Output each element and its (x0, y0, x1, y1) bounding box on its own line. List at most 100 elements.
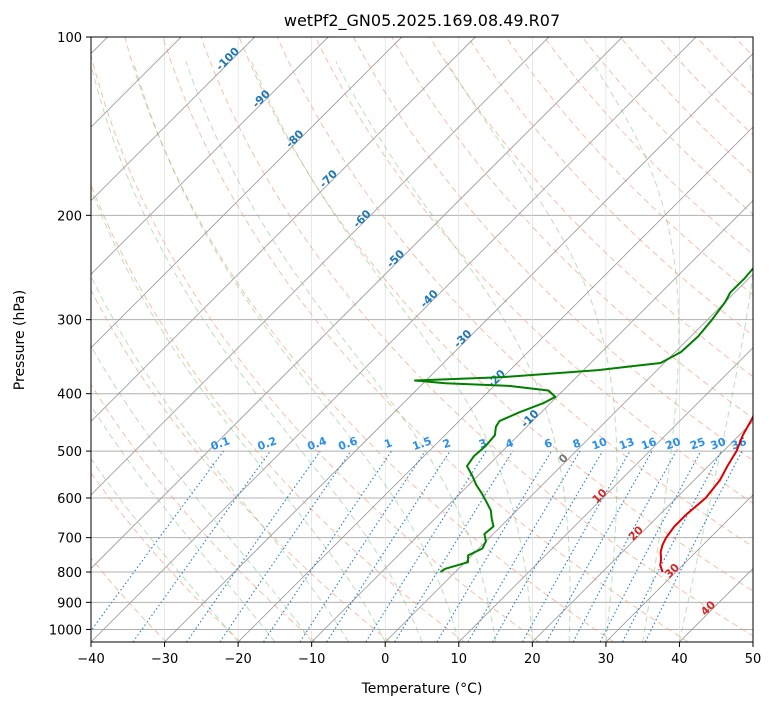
dry-adiabat-line (620, 37, 753, 176)
x-tick-label: −30 (151, 652, 178, 667)
y-tick-label: 100 (57, 31, 82, 46)
isotherm-line (91, 37, 255, 202)
isotherm-label: -40 (418, 287, 441, 310)
x-axis: −40 −30 −20 −10 0 10 20 30 40 50 (77, 642, 761, 667)
isotherm-labels: 0.1 0.2 0.4 0.6 1 1.5 2 3 4 6 8 10 13 16 20 25 30 36-100-… (209, 44, 749, 618)
isotherm-line (237, 126, 753, 642)
temperature-line (659, 413, 753, 573)
dry-adiabat-line (543, 37, 753, 255)
mixing-ratio-line (299, 450, 426, 642)
moist-adiabat-line (185, 61, 497, 642)
mixing-ratio-line (492, 450, 604, 642)
isotherm-label: -80 (283, 127, 306, 150)
moist-adiabat-line (335, 61, 571, 642)
isotherm-line (164, 52, 753, 642)
y-axis: 100 200 300 400 500 600 700 800 900 1000 (49, 31, 91, 638)
dry-adiabat-line (734, 37, 753, 57)
mixing-ratio-line (91, 450, 224, 632)
moist-adiabat-line (91, 345, 313, 642)
dry-adiabat-line (467, 37, 753, 337)
moist-adiabat-line (251, 61, 533, 642)
y-tick-label: 900 (57, 596, 82, 611)
dry-adiabat-line (238, 37, 753, 592)
x-tick-label: −10 (298, 652, 325, 667)
mixing-ratio-line (186, 450, 321, 642)
moist-adiabat-line (678, 61, 753, 642)
isotherm-line (91, 37, 329, 275)
y-tick-label: 1000 (49, 623, 82, 638)
series-group (414, 266, 753, 573)
mixing-ratio-label: 2 (441, 436, 453, 451)
y-tick-label: 800 (57, 566, 82, 581)
mixing-ratio-label: 16 (639, 435, 658, 453)
isotherm-label: 10 (590, 486, 610, 506)
isotherm-line (311, 200, 753, 642)
dry-adiabat-line (581, 37, 753, 215)
mixing-ratio-label: 0.6 (336, 434, 359, 453)
mixing-ratio-line (132, 450, 271, 642)
dry-adiabat-line (124, 37, 614, 642)
dry-adiabat-line (200, 37, 753, 637)
isotherm-label: -30 (451, 327, 474, 350)
mixing-ratio-line (572, 450, 677, 642)
dry-adiabat-line (162, 37, 689, 642)
isotherm-line (458, 347, 753, 642)
y-tick-label: 200 (57, 209, 82, 224)
moist-adiabat-line (91, 457, 239, 642)
x-tick-label: −20 (224, 652, 251, 667)
isotherm-line (752, 641, 753, 642)
moist-adiabat-line (91, 404, 276, 642)
plot-frame (90, 36, 754, 643)
dry-adiabat-line (505, 37, 753, 296)
x-tick-label: 20 (524, 652, 541, 667)
mixing-ratio-label: 13 (617, 435, 636, 452)
isotherm-line (605, 494, 753, 642)
dry-adiabat-line (353, 37, 753, 462)
x-tick-label: 40 (671, 652, 688, 667)
y-tick-label: 700 (57, 532, 82, 547)
isotherm-line (384, 273, 753, 642)
isotherm-label: -90 (250, 87, 273, 110)
isotherm-label: -60 (350, 207, 373, 230)
mixing-ratio-label: 4 (504, 436, 516, 451)
mixing-ratio-line (546, 450, 653, 642)
isotherm-line (91, 37, 697, 642)
mixing-ratio-label: 20 (664, 435, 683, 453)
mixing-ratio-label: 8 (571, 436, 583, 451)
dry-adiabat-line (429, 37, 753, 378)
mixing-ratio-label: 25 (688, 435, 707, 452)
x-tick-label: 0 (381, 652, 389, 667)
chart-title: wetPf2_GN05.2025.169.08.49.R07 (284, 11, 560, 31)
isotherm-line (91, 37, 623, 570)
mixing-ratio-line (644, 450, 743, 642)
y-tick-label: 400 (57, 388, 82, 403)
isotherm-line (532, 420, 753, 642)
mixing-ratio-label: 10 (590, 435, 609, 453)
mixing-ratio-label: 1 (383, 436, 395, 451)
dry-adiabat-line (391, 37, 753, 419)
mixing-ratio-line (436, 450, 552, 642)
dewpoint-line (414, 266, 753, 573)
mixing-ratio-line (365, 450, 487, 642)
dry-adiabat-line (91, 183, 465, 642)
isotherm-line (91, 37, 550, 496)
mixing-ratio-line (599, 450, 702, 642)
isotherm-line (91, 37, 476, 422)
isotherm-label: -70 (317, 167, 340, 190)
grid (91, 37, 753, 642)
x-tick-label: 30 (598, 652, 615, 667)
mixing-ratio-line (394, 450, 514, 642)
dry-adiabat-line (91, 472, 242, 642)
mixing-ratio-line (467, 450, 581, 642)
dry-adiabat-line (314, 37, 753, 504)
mixing-ratio-label: 0.4 (306, 434, 329, 453)
isotherm-line (91, 37, 403, 349)
x-axis-title: Temperature (°C) (361, 681, 483, 697)
mixing-ratio-label: 1.5 (411, 434, 434, 453)
isotherm-label: -50 (384, 247, 407, 270)
dry-adiabat-line (91, 289, 391, 642)
moist-adiabat-line (91, 275, 349, 642)
mixing-ratio-label: 0.2 (256, 434, 279, 453)
dry-adiabat-line (696, 37, 753, 97)
